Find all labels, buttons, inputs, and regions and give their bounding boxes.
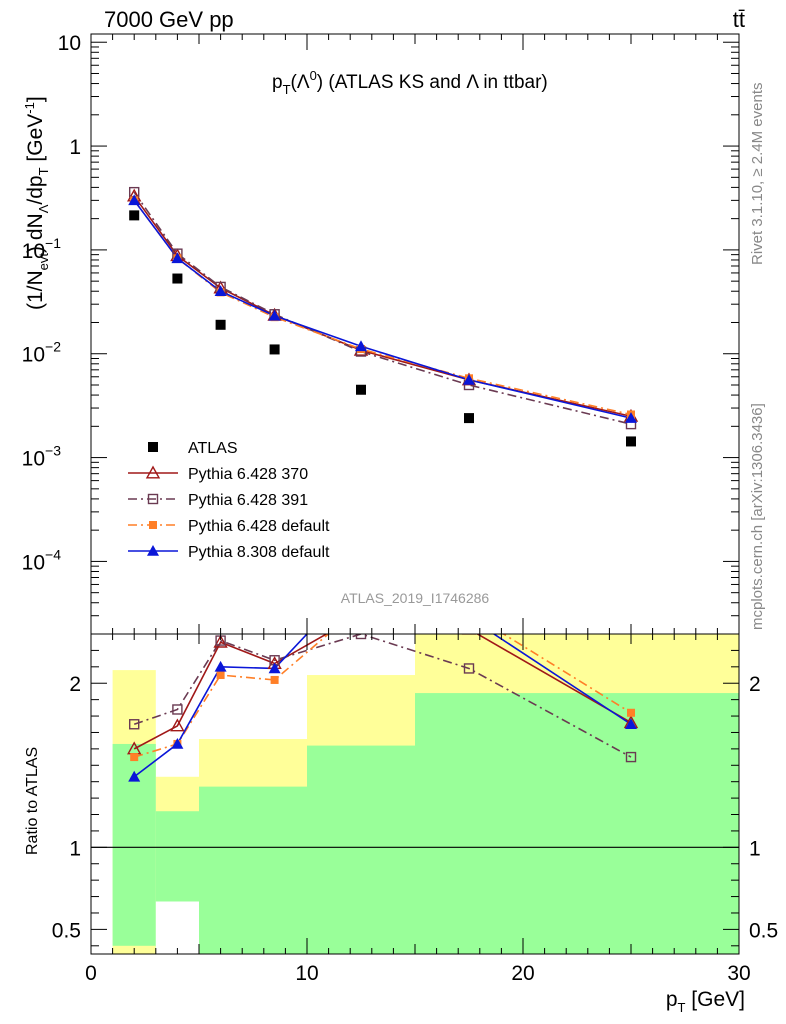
series-line-py370	[133, 195, 632, 418]
legend-marker-py370	[145, 465, 161, 479]
legend-marker-py8	[147, 545, 159, 556]
ratio-y-tick-label: 2	[69, 673, 81, 696]
legend-marker-atlas	[148, 442, 158, 452]
legend-label-py391: Pythia 6.428 391	[188, 492, 308, 509]
x-tick-label: 20	[511, 962, 534, 985]
ratio-point-py391	[355, 634, 367, 640]
legend-label-py8: Pythia 8.308 default	[188, 544, 330, 561]
ratio-point-py8	[171, 737, 184, 749]
data-point-atlas	[172, 273, 183, 284]
ratio-point-py370	[355, 608, 367, 619]
data-point-atlas	[626, 436, 636, 447]
data-point-atlas	[129, 210, 140, 221]
ratio-y-tick-label-right: 1	[749, 837, 761, 860]
ratio-y-axis-label: Ratio to ATLAS	[24, 747, 41, 855]
data-point-atlas	[269, 344, 280, 355]
ratio-point-py8	[128, 770, 141, 782]
ratio-point-py370	[170, 718, 185, 732]
plot-title: pT(Λ0) (ATLAS KS and Λ in ttbar)	[272, 68, 548, 97]
ratio-point-py8	[463, 612, 475, 623]
x-tick-label: 30	[727, 962, 750, 985]
data-point-py8	[268, 309, 281, 321]
uncertainty-band-inner	[415, 693, 739, 954]
ratio-point-py8	[268, 662, 281, 674]
x-tick-label: 0	[85, 962, 97, 985]
data-point-py8	[128, 194, 141, 206]
legend-marker-pydef	[149, 521, 157, 529]
ratio-y-tick-label-right: 0.5	[749, 919, 778, 942]
ratio-point-pydef	[465, 609, 473, 617]
analysis-id-label: ATLAS_2019_I1746286	[341, 590, 490, 606]
ratio-panel: 0.5 0.51 12 20 10 20 30 Ratio to ATLAS pT [GeV…	[24, 571, 778, 1015]
x-tick-label: 10	[295, 962, 318, 985]
ratio-y-tick-label: 1	[69, 837, 81, 860]
header-energy-label: 7000 GeV pp	[104, 7, 234, 32]
series-line-pydef	[133, 199, 632, 416]
ratio-y-tick-label-right: 2	[749, 673, 761, 696]
ratio-point-py391	[172, 704, 183, 715]
uncertainty-band-inner	[199, 786, 307, 954]
mcplots-source-label: mcplots.cern.ch [arXiv:1306.3436]	[749, 403, 766, 630]
legend-label-pydef: Pythia 6.428 default	[188, 518, 330, 535]
data-point-py8	[625, 412, 637, 423]
data-point-atlas	[464, 413, 474, 424]
ratio-point-pydef	[627, 708, 635, 717]
rivet-version-label: Rivet 3.1.10, ≥ 2.4M events	[749, 83, 766, 266]
series-line-py391	[133, 191, 632, 425]
data-point-py8	[355, 340, 367, 352]
legend-marker-py391	[147, 493, 159, 505]
data-point-atlas	[356, 384, 366, 395]
main-panel: 10 1 10−1 10−2 10−3 10−4 pT(Λ0) (ATLAS KS and…	[22, 32, 740, 635]
band-gap	[199, 663, 307, 736]
ratio-point-pydef	[130, 753, 139, 762]
series-line-py8	[133, 199, 632, 419]
legend-label-atlas: ATLAS	[188, 440, 238, 457]
legend-label-py370: Pythia 6.428 370	[188, 466, 308, 483]
ratio-line-py391	[133, 634, 632, 758]
x-axis-label: pT [GeV]	[666, 988, 745, 1015]
legend: ATLAS Pythia 6.428 370 Pythia 6.428 391 Pyt…	[128, 440, 330, 561]
ratio-point-py391	[128, 719, 140, 730]
ratio-point-py8	[214, 660, 227, 672]
band-gap	[155, 901, 199, 954]
ratio-point-py370	[461, 634, 477, 635]
ratio-point-py370	[213, 634, 228, 648]
ratio-point-py8	[625, 718, 637, 730]
y-tick-label: 10−3	[22, 443, 62, 471]
data-point-py8	[463, 373, 475, 385]
y-tick-label: 1	[69, 136, 81, 159]
data-point-atlas	[215, 319, 226, 330]
ratio-point-py8	[355, 571, 367, 582]
uncertainty-band-inner	[307, 745, 415, 954]
header-process-label: tt̄	[733, 7, 745, 32]
y-axis-label: (1/Nevt) dNΛ/dpT [GeV-1]	[22, 96, 51, 310]
y-tick-label: 10−1	[22, 235, 62, 263]
y-tick-label: 10−4	[22, 546, 62, 574]
y-tick-label: 10−2	[22, 339, 62, 367]
ratio-point-pydef	[270, 675, 279, 684]
data-point-py8	[214, 285, 227, 297]
ratio-y-tick-label: 0.5	[52, 919, 81, 942]
ratio-point-py391	[625, 751, 637, 763]
data-point-py8	[171, 252, 184, 264]
ratio-point-pydef	[216, 671, 225, 680]
y-tick-label: 10	[58, 32, 81, 55]
band-gap	[307, 634, 415, 676]
ratio-point-py391	[463, 663, 475, 674]
